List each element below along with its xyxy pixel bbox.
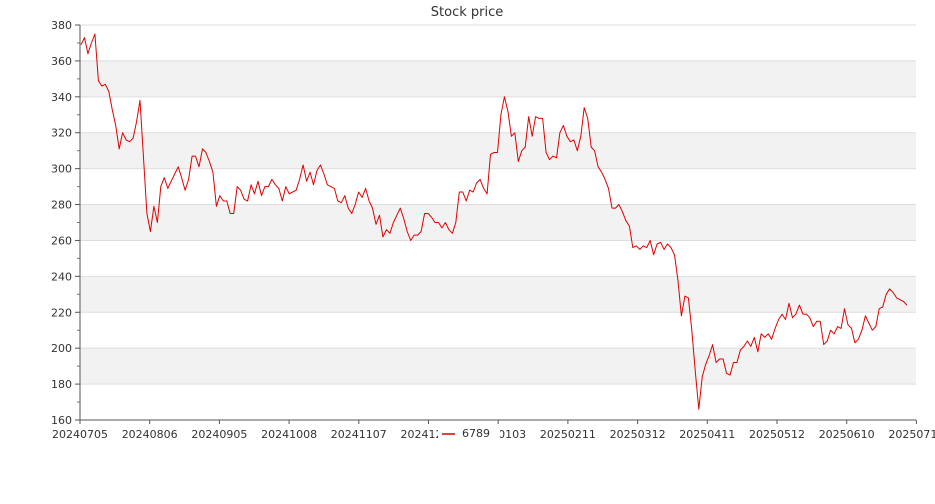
- y-tick-label: 300: [51, 163, 72, 176]
- y-tick-label: 240: [51, 270, 72, 283]
- y-tick-label: 180: [51, 378, 72, 391]
- y-tick-label: 220: [51, 306, 72, 319]
- legend-label: 6789: [462, 427, 490, 440]
- x-tick-label: 20240705: [52, 428, 108, 441]
- y-tick-label: 380: [51, 19, 72, 32]
- x-tick-label: 20240905: [191, 428, 247, 441]
- grid-lines: [80, 24, 916, 421]
- series-line: [80, 33, 908, 410]
- grid-band: [80, 204, 916, 241]
- x-tick-label: 20250512: [749, 428, 805, 441]
- y-tick-label: 340: [51, 91, 72, 104]
- x-tick-label: 20241107: [331, 428, 387, 441]
- x-axis: 20240705 20240806 20240905 20241008 20241107…: [52, 419, 935, 441]
- y-tick-label: 280: [51, 199, 72, 212]
- y-axis: 160 180 200 220 240 260 280 300 320 340 360 380: [51, 19, 81, 427]
- x-tick-label: 20250211: [540, 428, 596, 441]
- y-tick-label: 260: [51, 234, 72, 247]
- series-layer: [80, 33, 908, 410]
- legend: 6789: [438, 424, 500, 442]
- y-tick-label: 200: [51, 342, 72, 355]
- x-tick-label: 20241008: [261, 428, 317, 441]
- grid-band: [80, 276, 916, 313]
- y-tick-label: 360: [51, 55, 72, 68]
- x-tick-label: 20250610: [819, 428, 875, 441]
- x-tick-label: 20250312: [610, 428, 666, 441]
- x-tick-label: 20250710: [888, 428, 935, 441]
- x-tick-label: 20240806: [122, 428, 178, 441]
- x-tick-label: 20250411: [679, 428, 735, 441]
- y-tick-label: 320: [51, 127, 72, 140]
- y-tick-label: 160: [51, 414, 72, 427]
- grid-band: [80, 348, 916, 385]
- grid-bands: [80, 60, 916, 385]
- grid-band: [80, 60, 916, 97]
- legend-box: [438, 424, 500, 442]
- chart-title: Stock price: [431, 5, 503, 20]
